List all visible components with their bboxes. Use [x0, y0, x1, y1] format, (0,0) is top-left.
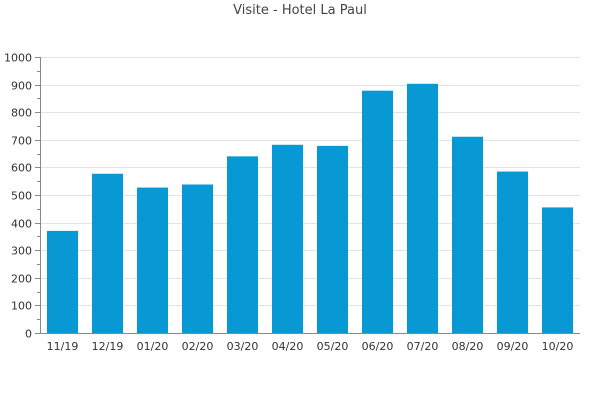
bar	[181, 184, 214, 333]
y-tick-label: 800	[11, 107, 32, 120]
x-tick-label: 12/19	[92, 340, 124, 353]
y-tick-label: 700	[11, 135, 32, 148]
x-tick-label: 07/20	[407, 340, 439, 353]
y-tick-label: 600	[11, 162, 32, 175]
x-tick-label: 11/19	[47, 340, 79, 353]
bar	[496, 171, 529, 333]
x-tick-label: 05/20	[317, 340, 349, 353]
x-tick-label: 06/20	[362, 340, 394, 353]
x-tick-label: 09/20	[497, 340, 529, 353]
bar	[316, 145, 349, 333]
bar	[451, 136, 484, 333]
x-tick-label: 04/20	[272, 340, 304, 353]
y-tick-label: 200	[11, 273, 32, 286]
y-tick-label: 500	[11, 190, 32, 203]
y-tick-label: 100	[11, 300, 32, 313]
y-tick-label: 0	[25, 328, 32, 341]
y-tick-label: 400	[11, 218, 32, 231]
bar	[226, 156, 259, 333]
x-tick-label: 08/20	[452, 340, 484, 353]
bar	[361, 90, 394, 333]
bar	[46, 230, 79, 333]
y-tick-label: 900	[11, 80, 32, 93]
bar	[541, 207, 574, 333]
bar	[91, 173, 124, 333]
x-tick-label: 03/20	[227, 340, 259, 353]
x-tick-label: 10/20	[542, 340, 574, 353]
bar	[406, 83, 439, 334]
bar	[136, 187, 169, 333]
y-tick-label: 1000	[4, 52, 32, 65]
x-tick-label: 02/20	[182, 340, 214, 353]
x-tick-label: 01/20	[137, 340, 169, 353]
chart-title: Visite - Hotel La Paul	[233, 3, 367, 18]
bar	[271, 144, 304, 333]
y-tick-label: 300	[11, 245, 32, 258]
